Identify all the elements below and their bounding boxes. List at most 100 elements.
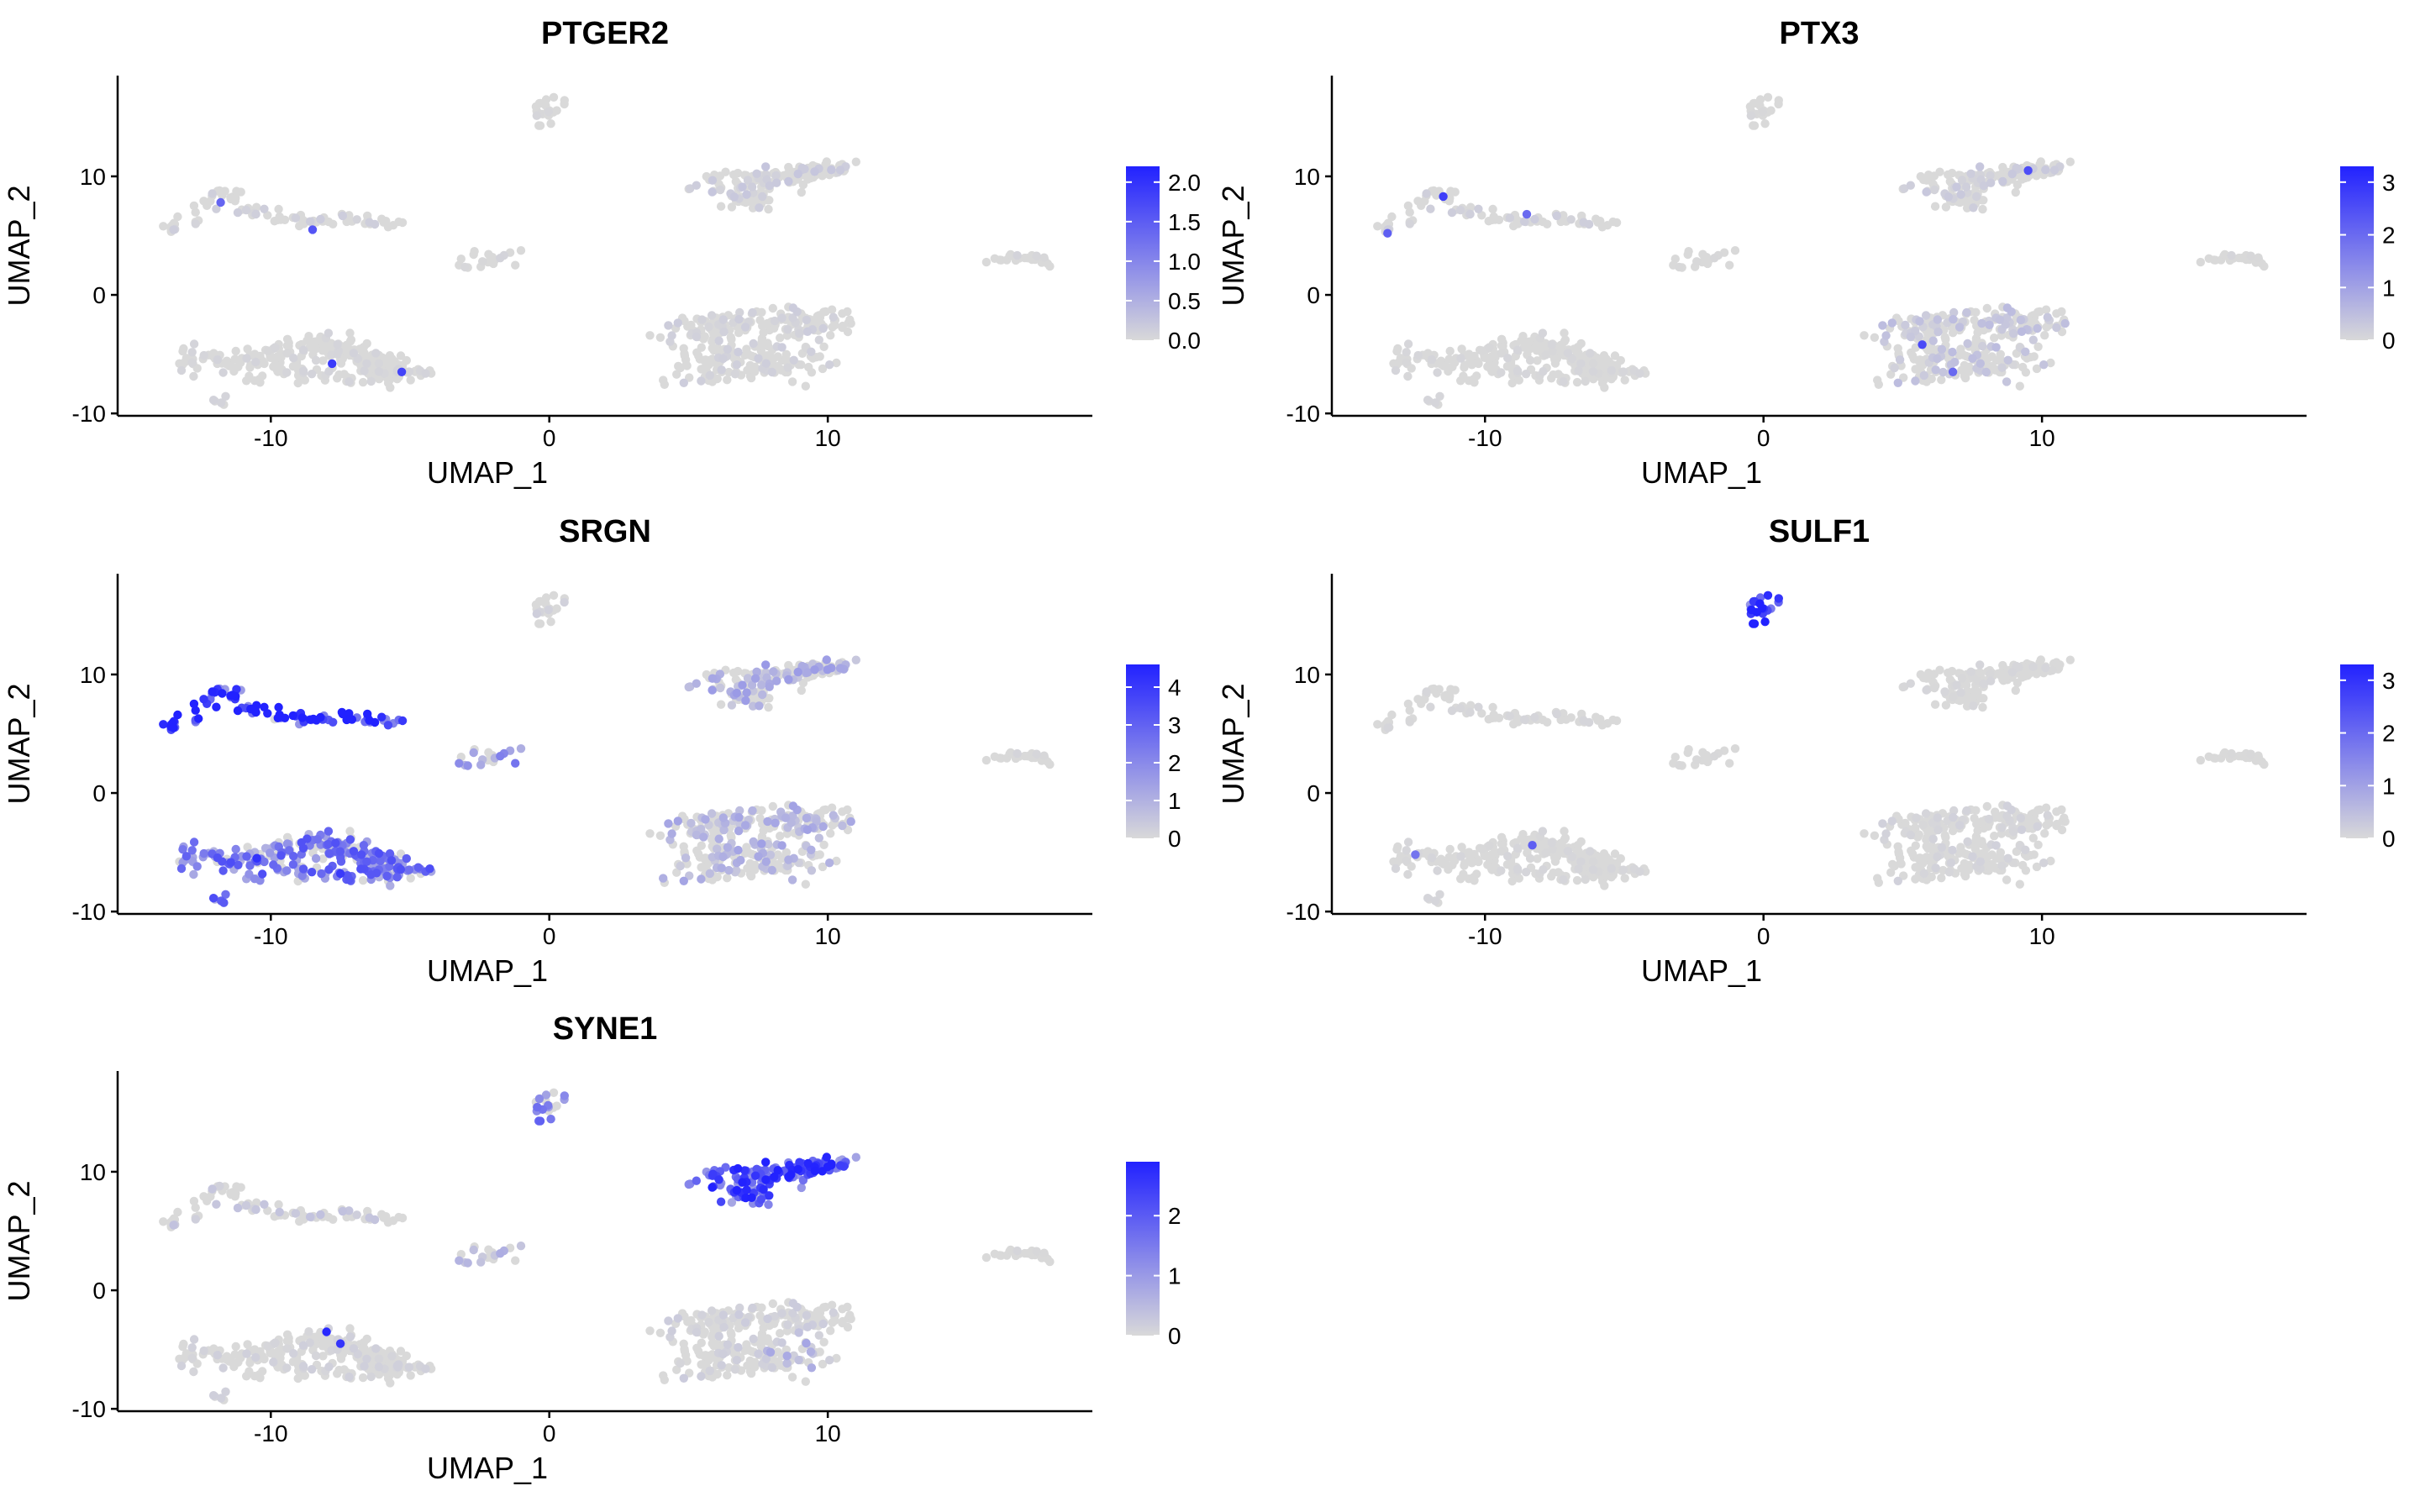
cell-point [1998, 675, 2007, 685]
cell-point [345, 1373, 354, 1382]
cell-point [1413, 197, 1423, 206]
cell-point [729, 192, 739, 202]
cell-point [765, 682, 774, 691]
cell-point [1552, 709, 1562, 719]
cell-point [1746, 111, 1755, 120]
cell-point [667, 1326, 676, 1336]
cell-point [242, 354, 251, 363]
cell-point [1497, 349, 1507, 358]
cell-point [260, 204, 269, 213]
cell-point [455, 759, 464, 768]
cell-point [370, 1215, 380, 1225]
cell-point [199, 695, 208, 704]
cell-point [1941, 701, 1951, 710]
cell-point [1725, 260, 1734, 270]
cell-point [534, 121, 544, 130]
cell-point [2002, 801, 2012, 811]
cell-point [396, 864, 406, 874]
cell-point [191, 1203, 200, 1212]
cell-point [2044, 818, 2054, 828]
cell-point [731, 675, 740, 685]
x-tick-label: -10 [1468, 923, 1502, 949]
legend-tick-label: 1 [1168, 788, 1181, 814]
cell-point [730, 370, 740, 379]
cell-point [1541, 350, 1550, 360]
cell-point [274, 1200, 283, 1210]
cell-point [1525, 355, 1535, 365]
cell-point [1940, 687, 1949, 696]
cell-point [425, 864, 434, 874]
cell-point [2023, 165, 2033, 176]
cell-point [334, 1365, 344, 1375]
cell-point [692, 1327, 702, 1337]
cell-point [305, 715, 315, 724]
cell-point [1978, 702, 1987, 712]
cell-point [815, 850, 824, 859]
cell-point [851, 157, 860, 166]
cell-point [413, 863, 423, 872]
cell-point [814, 1331, 823, 1340]
cell-point [478, 257, 487, 266]
cell-point [2020, 173, 2029, 183]
cell-point [772, 178, 781, 187]
cell-point [242, 1349, 251, 1358]
cell-point [230, 1192, 239, 1201]
cell-point [787, 1373, 797, 1382]
cell-point [282, 839, 292, 848]
cell-point [697, 365, 706, 374]
cell-point [742, 190, 751, 199]
cell-point [818, 323, 828, 333]
cell-point [697, 376, 706, 386]
cell-point [1513, 217, 1523, 226]
cell-point [1684, 247, 1693, 256]
cell-point [1998, 660, 2007, 670]
cell-point [788, 1309, 797, 1318]
cell-point [747, 182, 757, 192]
cell-point [212, 702, 221, 711]
cell-point [534, 1094, 544, 1104]
cell-point [189, 1335, 199, 1344]
cell-point [159, 1217, 168, 1226]
color-legend-bar [2340, 664, 2374, 838]
cell-point [1497, 832, 1507, 842]
cell-point [1730, 246, 1740, 255]
cell-point [726, 333, 735, 342]
cell-point [1918, 340, 1927, 349]
cell-point [1503, 354, 1512, 363]
cell-point [1710, 752, 1719, 761]
cell-point [1911, 863, 1920, 872]
cell-point [189, 837, 199, 847]
cell-point [1373, 222, 1382, 231]
cell-point [1749, 121, 1758, 130]
cell-point [1456, 852, 1465, 861]
cell-point [995, 255, 1005, 265]
legend-tick-label: 0 [2382, 328, 2396, 354]
cell-point [317, 869, 326, 879]
cell-point [755, 701, 764, 711]
cell-point [311, 853, 321, 864]
cell-point [679, 378, 688, 387]
cell-point [476, 760, 486, 769]
cell-point [1944, 192, 1953, 202]
cell-point [1512, 366, 1523, 375]
cell-point [215, 186, 224, 196]
cell-point [199, 848, 208, 858]
cell-point [1497, 866, 1506, 875]
y-tick-label: 10 [80, 662, 106, 688]
cell-point [1411, 850, 1420, 859]
cell-point [1984, 814, 1994, 824]
cell-point [1991, 841, 2001, 850]
cell-point [1460, 363, 1469, 372]
cell-point [676, 1358, 685, 1368]
cell-point [1435, 890, 1444, 900]
cell-point [2016, 813, 2026, 823]
cell-point [1505, 213, 1515, 223]
cell-point [1919, 370, 1928, 381]
legend-tick-label: 2 [2382, 223, 2396, 249]
cell-point [2227, 748, 2236, 759]
cell-point [2036, 157, 2045, 166]
cell-point [208, 189, 217, 198]
cell-point [289, 852, 298, 861]
cell-point [1985, 320, 1994, 329]
